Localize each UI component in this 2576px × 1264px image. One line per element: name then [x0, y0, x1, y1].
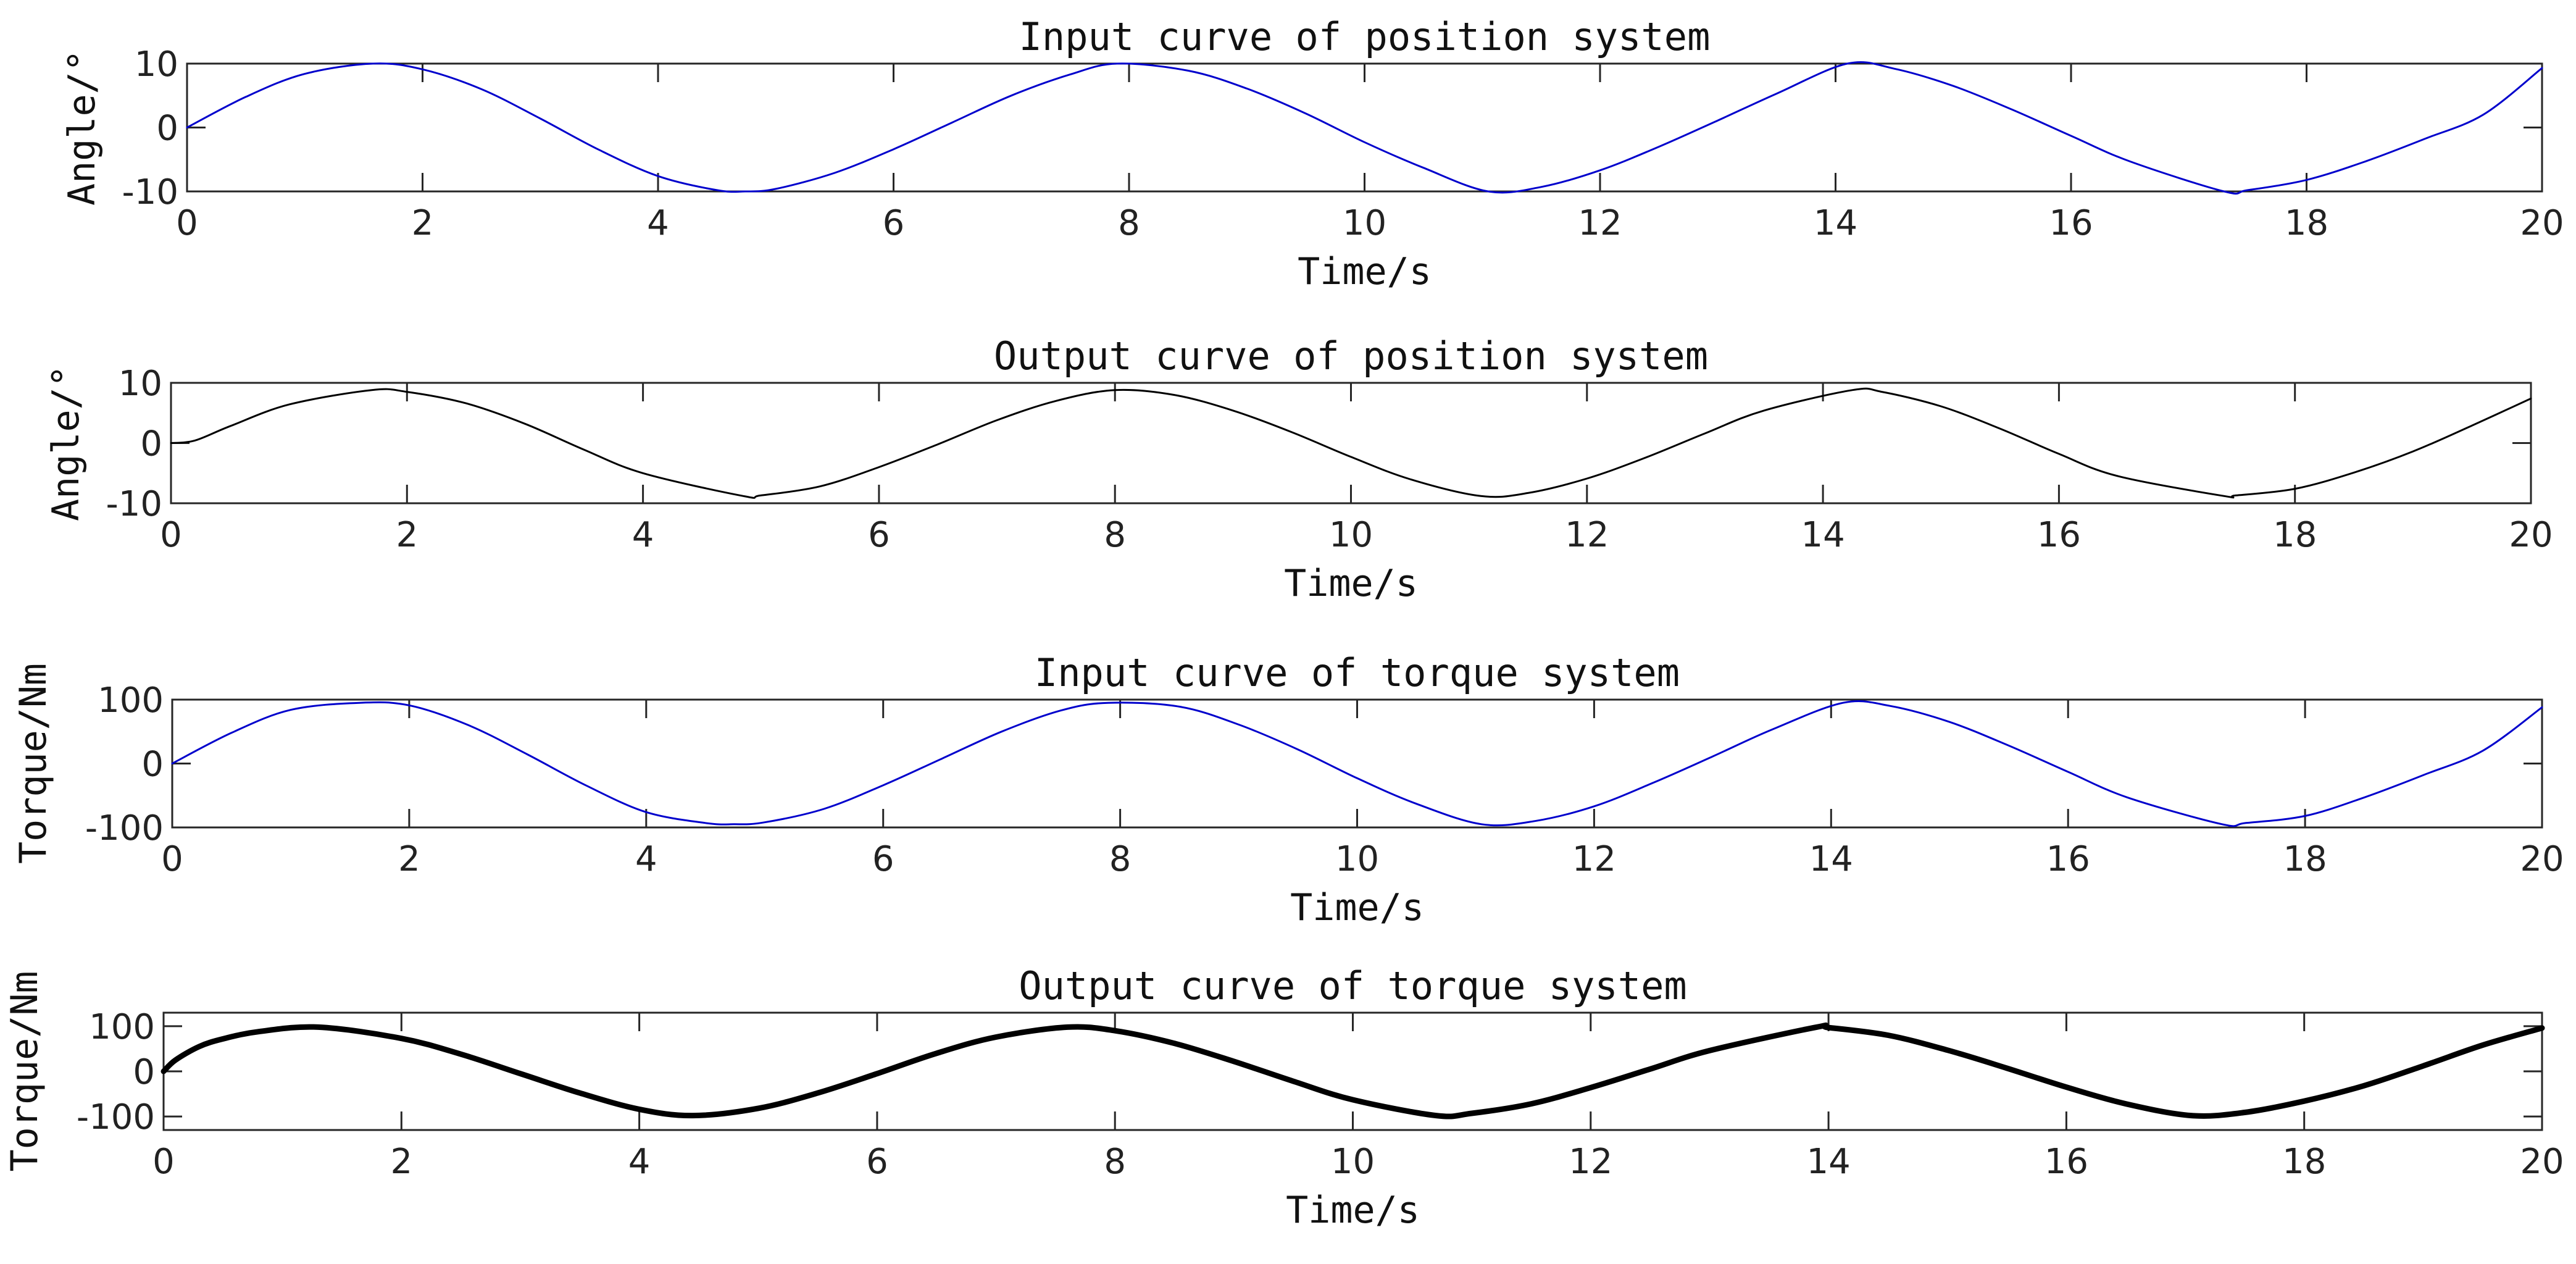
chart-title: Output curve of torque system	[1019, 963, 1687, 1008]
x-tick-label: 10	[1329, 515, 1373, 555]
x-tick-label: 10	[1335, 839, 1379, 879]
x-tick-label: 0	[152, 1142, 175, 1182]
x-tick-label: 4	[628, 1142, 651, 1182]
x-tick-label: 6	[866, 1142, 888, 1182]
y-tick-label: -100	[85, 808, 164, 848]
y-axis-label: Angle/°	[44, 365, 88, 521]
x-tick-label: 20	[2520, 839, 2564, 879]
x-tick-label: 0	[160, 515, 182, 555]
charts: Input curve of position system 0 2 4 6 8 10 12 1…	[3, 14, 2564, 1232]
y-tick-label: -100	[77, 1097, 155, 1137]
x-tick-label: 6	[872, 839, 894, 879]
x-tick-label: 18	[2285, 203, 2328, 243]
x-tick-label: 12	[1565, 515, 1609, 555]
series-line-1	[170, 387, 2532, 499]
chart-panel-1: Input curve of position system 0 2 4 6 8 10 12 1…	[60, 14, 2564, 293]
chart-panel-2: Output curve of position system 0 2 4 6 8 10 12…	[44, 333, 2553, 605]
chart-title: Input curve of position system	[1019, 14, 1711, 59]
y-tick-label: 0	[133, 1052, 155, 1092]
x-tick-label: 20	[2520, 203, 2564, 243]
y-tick-label: 10	[135, 44, 178, 85]
x-tick-label: 8	[1118, 203, 1140, 243]
chart-title: Input curve of torque system	[1035, 650, 1680, 695]
axes-frame	[186, 62, 2543, 193]
y-tick-label: 0	[156, 109, 178, 149]
series-line-1	[171, 700, 2543, 827]
x-tick-label: 20	[2520, 1142, 2564, 1182]
x-tick-label: 18	[2273, 515, 2317, 555]
x-tick-label: 2	[396, 515, 418, 555]
x-tick-label: 12	[1569, 1142, 1612, 1182]
x-axis-label: Time/s	[1290, 886, 1424, 929]
x-tick-label: 4	[635, 839, 657, 879]
x-tick-label: 20	[2509, 515, 2553, 555]
x-axis-label: Time/s	[1298, 250, 1432, 293]
x-tick-label: 2	[390, 1142, 412, 1182]
x-tick-label: 18	[2282, 1142, 2326, 1182]
x-tick-label: 12	[1578, 203, 1622, 243]
y-axis-label: Angle/°	[60, 49, 104, 206]
x-tick-label: 4	[632, 515, 654, 555]
x-tick-label: 0	[176, 203, 198, 243]
series-line-1	[186, 61, 2543, 195]
x-tick-label: 0	[161, 839, 183, 879]
y-tick-label: 10	[119, 364, 162, 404]
y-axis-label: Torque/Nm	[3, 971, 46, 1171]
x-axis-label: Time/s	[1284, 562, 1418, 605]
x-tick-label: 4	[647, 203, 669, 243]
x-axis-label: Time/s	[1286, 1189, 1420, 1232]
x-tick-label: 2	[412, 203, 434, 243]
y-tick-label: 0	[141, 745, 164, 785]
x-tick-label: 8	[1104, 515, 1126, 555]
y-tick-label: 100	[98, 680, 164, 721]
x-tick-label: 6	[868, 515, 890, 555]
x-tick-label: 14	[1814, 203, 1857, 243]
x-tick-label: 12	[1572, 839, 1616, 879]
x-tick-label: 10	[1343, 203, 1386, 243]
chart-panel-3: Input curve of torque system 0 2 4 6 8 10 12 14 1…	[12, 650, 2564, 929]
y-tick-label: 0	[140, 424, 162, 464]
x-tick-label: 14	[1801, 515, 1844, 555]
y-tick-label: 100	[89, 1007, 155, 1047]
x-tick-label: 2	[398, 839, 420, 879]
x-tick-label: 16	[2045, 1142, 2088, 1182]
x-tick-label: 8	[1109, 839, 1132, 879]
series-line-1	[160, 1022, 2545, 1120]
y-tick-label: -10	[106, 484, 162, 524]
x-tick-label: 6	[883, 203, 905, 243]
chart-panel-4: Output curve of torque system 0 2 4 6 8 10 12 14…	[3, 963, 2564, 1232]
x-tick-label: 16	[2046, 839, 2090, 879]
x-tick-label: 8	[1104, 1142, 1126, 1182]
y-axis-label: Torque/Nm	[12, 663, 55, 864]
chart-title: Output curve of position system	[994, 333, 1708, 379]
x-tick-label: 18	[2283, 839, 2327, 879]
x-tick-label: 16	[2037, 515, 2081, 555]
x-tick-label: 16	[2049, 203, 2093, 243]
x-tick-label: 14	[1809, 839, 1853, 879]
x-tick-label: 14	[1806, 1142, 1850, 1182]
x-tick-label: 10	[1331, 1142, 1375, 1182]
axes-frame	[171, 698, 2543, 829]
y-tick-label: -10	[122, 172, 178, 212]
